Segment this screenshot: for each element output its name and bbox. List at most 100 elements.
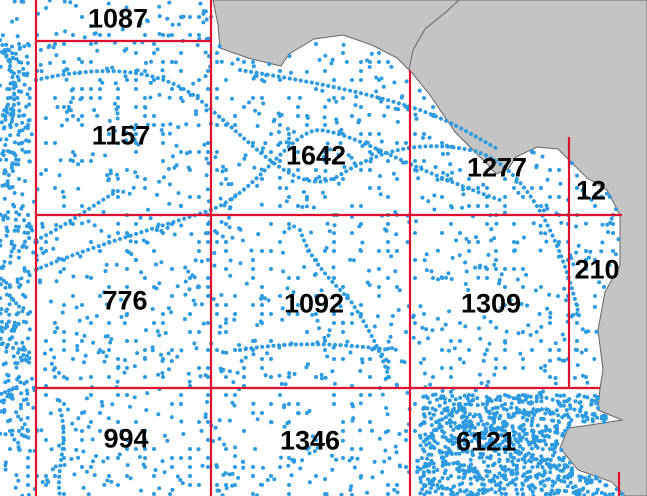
sample-point [359, 168, 363, 172]
sample-point [518, 351, 523, 356]
sample-point [539, 488, 544, 493]
sample-point [142, 355, 147, 360]
sample-point [186, 371, 191, 376]
sample-point [179, 419, 184, 424]
sample-point [27, 273, 32, 278]
sample-point [72, 153, 77, 158]
sample-point [599, 249, 604, 254]
track [238, 68, 502, 152]
sample-point [548, 470, 553, 475]
sample-point [152, 447, 156, 451]
sample-point [98, 411, 102, 415]
sample-point [15, 34, 20, 39]
sample-point [479, 455, 484, 460]
sample-point [505, 482, 510, 487]
sample-point [584, 249, 588, 253]
sample-point [269, 402, 273, 406]
sample-point [206, 141, 210, 145]
sample-point [577, 474, 582, 479]
sample-point [352, 465, 357, 470]
sample-point [121, 189, 126, 194]
sample-point [475, 492, 479, 496]
sample-point [388, 334, 393, 339]
sample-point [428, 461, 433, 466]
sample-point [68, 0, 73, 5]
sample-point [17, 108, 22, 113]
sample-point [204, 156, 209, 161]
sample-point [370, 475, 375, 480]
sample-point [374, 75, 379, 80]
sample-point [224, 447, 228, 451]
sample-point [19, 417, 24, 422]
sample-point [133, 170, 138, 175]
sample-point [188, 276, 192, 280]
sample-point [358, 428, 362, 433]
sample-point [383, 448, 388, 453]
sample-point [542, 438, 547, 443]
sample-point [49, 347, 54, 352]
sample-point [434, 420, 439, 425]
sample-point [3, 114, 8, 119]
sample-point [325, 141, 330, 146]
sample-point [332, 96, 336, 100]
sample-point [415, 469, 420, 474]
sample-point [503, 402, 507, 406]
sample-point [585, 489, 590, 494]
sample-point [8, 447, 12, 451]
sample-point [125, 463, 130, 468]
sample-point [609, 216, 614, 221]
sample-point [540, 433, 545, 438]
sample-point [444, 421, 449, 426]
sample-point [125, 285, 129, 289]
sample-point [502, 476, 507, 481]
sample-point [276, 143, 281, 147]
sample-point [607, 194, 612, 199]
sample-point [230, 483, 235, 488]
sample-point [306, 362, 310, 367]
sample-point [157, 179, 162, 184]
sample-point [260, 303, 264, 307]
sample-point [44, 393, 48, 397]
sample-point [595, 487, 600, 492]
sample-point [560, 415, 565, 420]
sample-point [491, 420, 496, 425]
sample-point [16, 440, 21, 445]
sample-point [426, 469, 430, 473]
sample-point [539, 366, 543, 370]
sample-point [295, 312, 300, 317]
sample-point [21, 0, 26, 4]
sample-point [18, 283, 23, 288]
sample-point [233, 454, 238, 459]
sample-point [443, 435, 448, 440]
sample-point [125, 393, 129, 397]
sample-point [505, 422, 510, 427]
sample-point [287, 136, 292, 141]
sample-point [509, 454, 514, 459]
sample-point [0, 238, 3, 243]
sample-point [530, 489, 535, 494]
sample-point [330, 467, 335, 472]
sample-point [358, 475, 363, 480]
sample-point [503, 285, 507, 289]
sample-point [526, 401, 531, 405]
sample-point [584, 195, 588, 199]
sample-point [458, 168, 462, 172]
sample-point [528, 475, 533, 479]
sample-point [16, 101, 21, 106]
sample-point [31, 405, 36, 410]
sample-point [26, 279, 31, 284]
sample-point [224, 321, 228, 325]
sample-point [25, 92, 30, 97]
sample-point [389, 254, 394, 259]
sample-point [523, 397, 528, 402]
sample-point [196, 447, 201, 452]
sample-point [547, 428, 552, 432]
sample-point [538, 481, 543, 486]
sample-point [278, 204, 282, 208]
sample-point [80, 114, 84, 118]
sample-point [215, 87, 219, 91]
sample-point [134, 51, 138, 55]
sample-point [215, 488, 220, 493]
sample-point [393, 444, 398, 449]
sample-point [182, 317, 187, 322]
